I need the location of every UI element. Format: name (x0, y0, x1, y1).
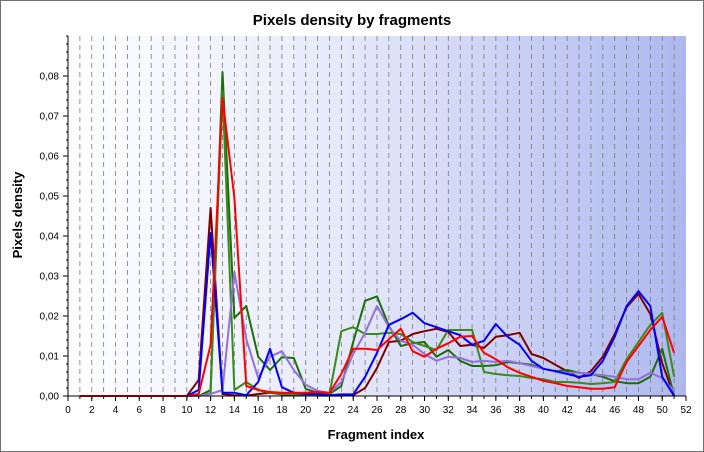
x-tick-label: 32 (443, 405, 455, 416)
x-tick-label: 36 (490, 405, 502, 416)
y-tick-labels: 0,00 0,01 0,02 0,03 0,04 0,05 0,06 0,07 0,08 (40, 72, 60, 403)
x-tick-label: 12 (205, 405, 217, 416)
x-tick-labels: 0 2 4 6 8 10 12 14 16 18 20 22 24 26 28 30 32 34 36 38 40 42 4… (65, 405, 692, 416)
x-tick-label: 50 (657, 405, 669, 416)
y-axis-title: Pixels density (10, 171, 25, 258)
y-tick-label: 0,05 (40, 192, 60, 203)
x-tick-label: 26 (371, 405, 383, 416)
y-tick-label: 0,04 (40, 232, 60, 243)
x-tick-label: 52 (680, 405, 692, 416)
x-tick-label: 44 (585, 405, 597, 416)
x-tick-label: 28 (395, 405, 407, 416)
x-tick-label: 0 (65, 405, 71, 416)
x-tick-label: 40 (538, 405, 550, 416)
x-tick-label: 46 (609, 405, 621, 416)
axes (63, 35, 687, 401)
x-tick-label: 38 (514, 405, 526, 416)
x-tick-label: 14 (229, 405, 241, 416)
x-tick-label: 22 (324, 405, 336, 416)
x-tick-label: 20 (300, 405, 312, 416)
y-tick-label: 0,02 (40, 312, 60, 323)
x-tick-label: 30 (419, 405, 431, 416)
y-tick-label: 0,01 (40, 352, 60, 363)
x-tick-label: 24 (348, 405, 360, 416)
y-tick-label: 0,00 (40, 392, 60, 403)
x-tick-label: 6 (137, 405, 143, 416)
x-tick-label: 34 (467, 405, 479, 416)
y-tick-label: 0,07 (40, 112, 60, 123)
x-tick-label: 2 (89, 405, 95, 416)
x-tick-label: 8 (160, 405, 166, 416)
x-tick-label: 10 (181, 405, 193, 416)
x-tick-label: 16 (253, 405, 265, 416)
y-tick-label: 0,03 (40, 272, 60, 283)
y-tick-label: 0,06 (40, 152, 60, 163)
x-axis-title: Fragment index (328, 427, 426, 442)
x-tick-label: 4 (113, 405, 119, 416)
x-tick-label: 18 (276, 405, 288, 416)
x-tick-label: 48 (633, 405, 645, 416)
y-tick-label: 0,08 (40, 72, 60, 83)
chart-title: Pixels density by fragments (253, 12, 451, 29)
x-tick-label: 42 (562, 405, 574, 416)
